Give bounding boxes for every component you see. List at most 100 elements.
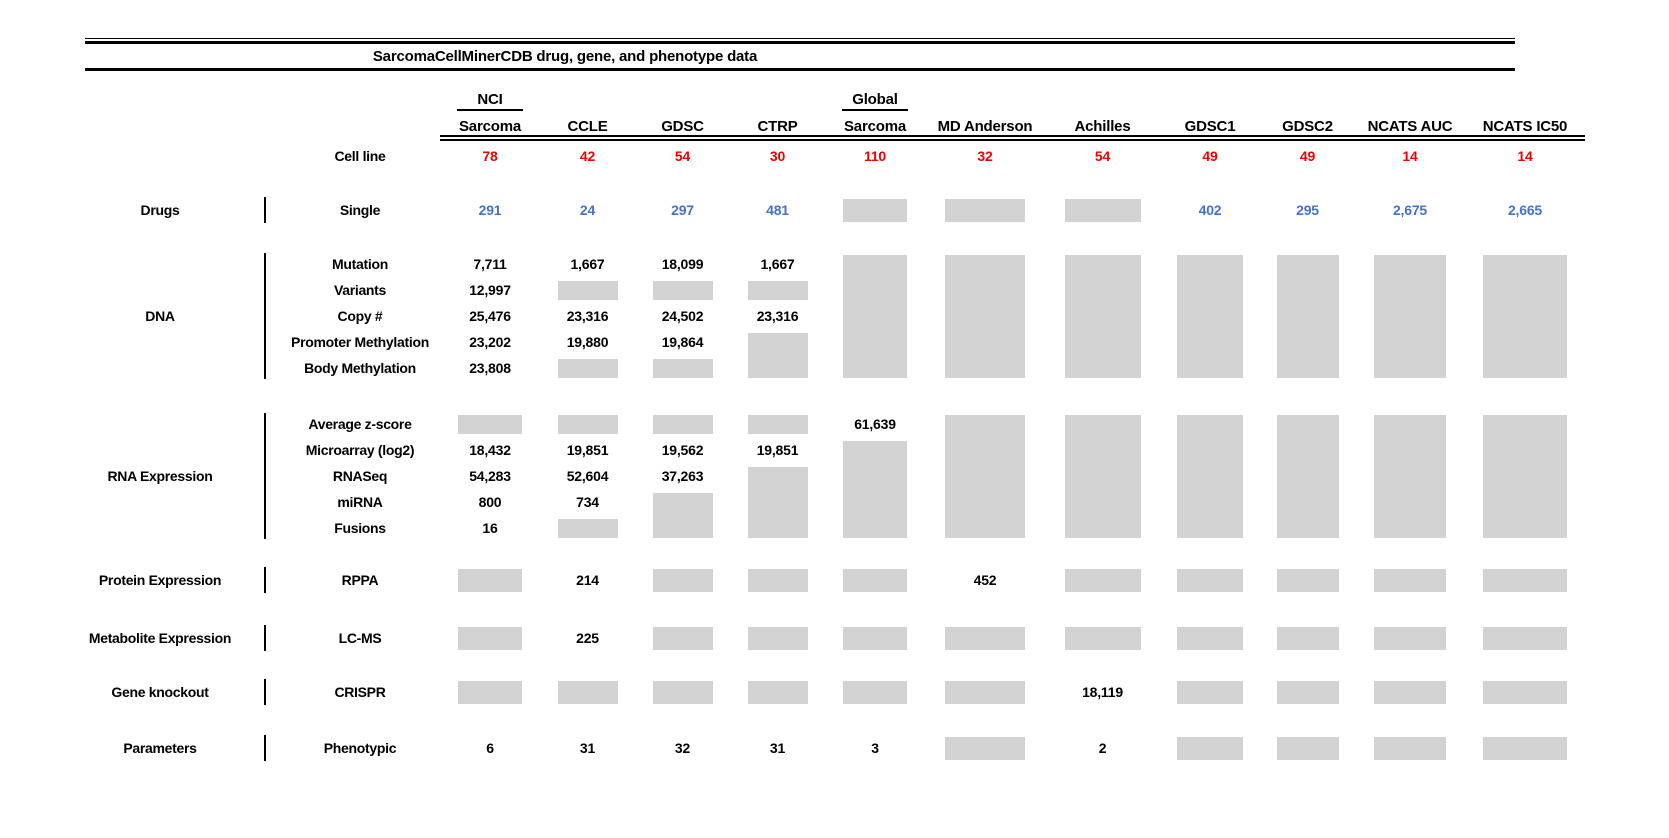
no-data-box-dna-achilles bbox=[1064, 254, 1141, 378]
group-separator-parameters bbox=[264, 735, 266, 761]
title-block: SarcomaCellMinerCDB drug, gene, and phen… bbox=[85, 38, 1515, 71]
no-data-box-dna-ctrp bbox=[747, 280, 808, 300]
value-copy-ctrp: 23,316 bbox=[756, 308, 799, 324]
no-data-box-metabolite-md-anderson bbox=[945, 626, 1025, 650]
cell-line-count-ccle: 42 bbox=[579, 148, 596, 164]
row-label-mutation: Mutation bbox=[332, 256, 388, 272]
no-data-box-rna-gdsc bbox=[652, 414, 713, 434]
value-single-ctrp: 481 bbox=[766, 202, 789, 218]
column-header-top-global-sarcoma: Global bbox=[825, 91, 925, 111]
no-data-box-rna-achilles bbox=[1064, 414, 1141, 538]
no-data-box-protein-achilles bbox=[1064, 568, 1141, 592]
value-single-gdsc2: 295 bbox=[1296, 202, 1319, 218]
cell-line-count-global-sarcoma: 110 bbox=[864, 148, 886, 164]
value-phenotypic-gdsc: 32 bbox=[674, 740, 691, 756]
column-header-gdsc2: GDSC2 bbox=[1282, 118, 1333, 135]
no-data-box-rna-ncats-auc bbox=[1374, 414, 1446, 538]
value-crispr-achilles: 18,119 bbox=[1082, 684, 1123, 700]
value-single-gdsc: 297 bbox=[671, 202, 694, 218]
value-mutation-ctrp: 1,667 bbox=[760, 256, 795, 272]
group-label-parameters: Parameters bbox=[123, 740, 197, 756]
value-single-nci-sarcoma: 291 bbox=[478, 202, 502, 218]
group-separator-protein bbox=[264, 567, 266, 593]
value-body-methylation-nci-sarcoma: 23,808 bbox=[469, 360, 511, 376]
row-label-single: Single bbox=[339, 202, 381, 218]
row-label-phenotypic: Phenotypic bbox=[323, 740, 397, 756]
value-mutation-gdsc: 18,099 bbox=[661, 256, 704, 272]
cell-line-label: Cell line bbox=[334, 148, 386, 164]
no-data-box-drugs-md-anderson bbox=[945, 198, 1025, 222]
no-data-box-metabolite-global-sarcoma bbox=[843, 626, 907, 650]
cell-line-count-gdsc1: 49 bbox=[1202, 148, 1218, 164]
no-data-box-protein-gdsc bbox=[652, 568, 713, 592]
row-label-variants: Variants bbox=[333, 282, 387, 298]
no-data-box-protein-ncats-auc bbox=[1374, 568, 1446, 592]
no-data-box-dna-global-sarcoma bbox=[843, 254, 907, 378]
cell-line-count-md-anderson: 32 bbox=[977, 148, 993, 164]
no-data-box-rna-ccle bbox=[557, 414, 618, 434]
group-separator-knockout bbox=[264, 679, 266, 705]
no-data-box-metabolite-ncats-ic50 bbox=[1483, 626, 1567, 650]
no-data-box-knockout-md-anderson bbox=[945, 680, 1025, 704]
row-label-fusions: Fusions bbox=[334, 520, 386, 536]
value-promoter-methylation-nci-sarcoma: 23,202 bbox=[469, 334, 511, 350]
no-data-box-metabolite-gdsc bbox=[652, 626, 713, 650]
row-label-promoter-methylation: Promoter Methylation bbox=[291, 334, 429, 350]
no-data-box-metabolite-gdsc1 bbox=[1177, 626, 1243, 650]
group-label-rna: RNA Expression bbox=[107, 468, 213, 484]
no-data-box-knockout-ccle bbox=[557, 680, 618, 704]
no-data-box-knockout-global-sarcoma bbox=[843, 680, 907, 704]
value-mirna-nci-sarcoma: 800 bbox=[478, 494, 502, 510]
cell-line-count-ctrp: 30 bbox=[769, 148, 786, 164]
group-label-knockout: Gene knockout bbox=[111, 684, 209, 700]
no-data-box-rna-ctrp bbox=[747, 466, 808, 538]
no-data-box-rna-ctrp bbox=[747, 414, 808, 434]
column-header-ncats-auc: NCATS AUC bbox=[1367, 118, 1453, 135]
value-rnaseq-ccle: 52,604 bbox=[566, 468, 609, 484]
value-rnaseq-gdsc: 37,263 bbox=[661, 468, 704, 484]
no-data-box-rna-nci-sarcoma bbox=[458, 414, 522, 434]
value-average-z-score-global-sarcoma: 61,639 bbox=[854, 416, 896, 432]
value-copy-ccle: 23,316 bbox=[566, 308, 609, 324]
section-parameters: Parameters Phenotypic 6 31 32 31 3 2 bbox=[70, 733, 1669, 763]
section-knockout: Gene knockout CRISPR 18,119 bbox=[70, 677, 1669, 707]
value-microarray-log2-ccle: 19,851 bbox=[566, 442, 609, 458]
no-data-box-protein-global-sarcoma bbox=[843, 568, 907, 592]
no-data-box-metabolite-ctrp bbox=[747, 626, 808, 650]
no-data-box-knockout-gdsc bbox=[652, 680, 713, 704]
no-data-box-knockout-gdsc2 bbox=[1276, 680, 1339, 704]
row-label-rppa: RPPA bbox=[341, 572, 379, 588]
group-separator-drugs bbox=[264, 197, 266, 223]
no-data-box-metabolite-nci-sarcoma bbox=[458, 626, 522, 650]
no-data-box-protein-nci-sarcoma bbox=[458, 568, 522, 592]
column-header-md-anderson: MD Anderson bbox=[937, 118, 1033, 135]
no-data-box-rna-ncats-ic50 bbox=[1483, 414, 1567, 538]
no-data-box-dna-gdsc bbox=[652, 358, 713, 378]
section-metabolite: Metabolite Expression LC-MS 225 bbox=[70, 623, 1669, 653]
value-microarray-log2-nci-sarcoma: 18,432 bbox=[469, 442, 511, 458]
value-copy-gdsc: 24,502 bbox=[661, 308, 704, 324]
no-data-box-parameters-ncats-ic50 bbox=[1483, 736, 1567, 760]
row-label-crispr: CRISPR bbox=[334, 684, 386, 700]
section-dna: DNA Mutation Variants Copy # Promoter Methyl… bbox=[70, 251, 1669, 381]
row-label-mirna: miRNA bbox=[337, 494, 383, 510]
group-label-drugs: Drugs bbox=[140, 202, 180, 218]
top-rule bbox=[85, 38, 1515, 44]
no-data-box-knockout-ctrp bbox=[747, 680, 808, 704]
no-data-box-parameters-gdsc2 bbox=[1276, 736, 1339, 760]
no-data-box-drugs-achilles bbox=[1064, 198, 1141, 222]
no-data-box-metabolite-achilles bbox=[1064, 626, 1141, 650]
cell-line-count-gdsc: 54 bbox=[674, 148, 691, 164]
column-header-top-label-nci-sarcoma: NCI bbox=[457, 91, 523, 111]
no-data-box-drugs-global-sarcoma bbox=[843, 198, 907, 222]
no-data-box-metabolite-gdsc2 bbox=[1276, 626, 1339, 650]
no-data-box-dna-gdsc bbox=[652, 280, 713, 300]
section-protein: Protein Expression RPPA 214 452 bbox=[70, 565, 1669, 595]
group-separator-metabolite bbox=[264, 625, 266, 651]
section-rna: RNA Expression Average z-score Microarray … bbox=[70, 411, 1669, 541]
value-single-ncats-auc: 2,675 bbox=[1392, 202, 1428, 218]
no-data-box-rna-md-anderson bbox=[945, 414, 1025, 538]
table-sections: Drugs Single 291 24 297 481 402 295 2,675 2,665 DN… bbox=[0, 195, 1669, 763]
group-label-metabolite: Metabolite Expression bbox=[88, 630, 232, 646]
no-data-box-dna-ctrp bbox=[747, 332, 808, 378]
